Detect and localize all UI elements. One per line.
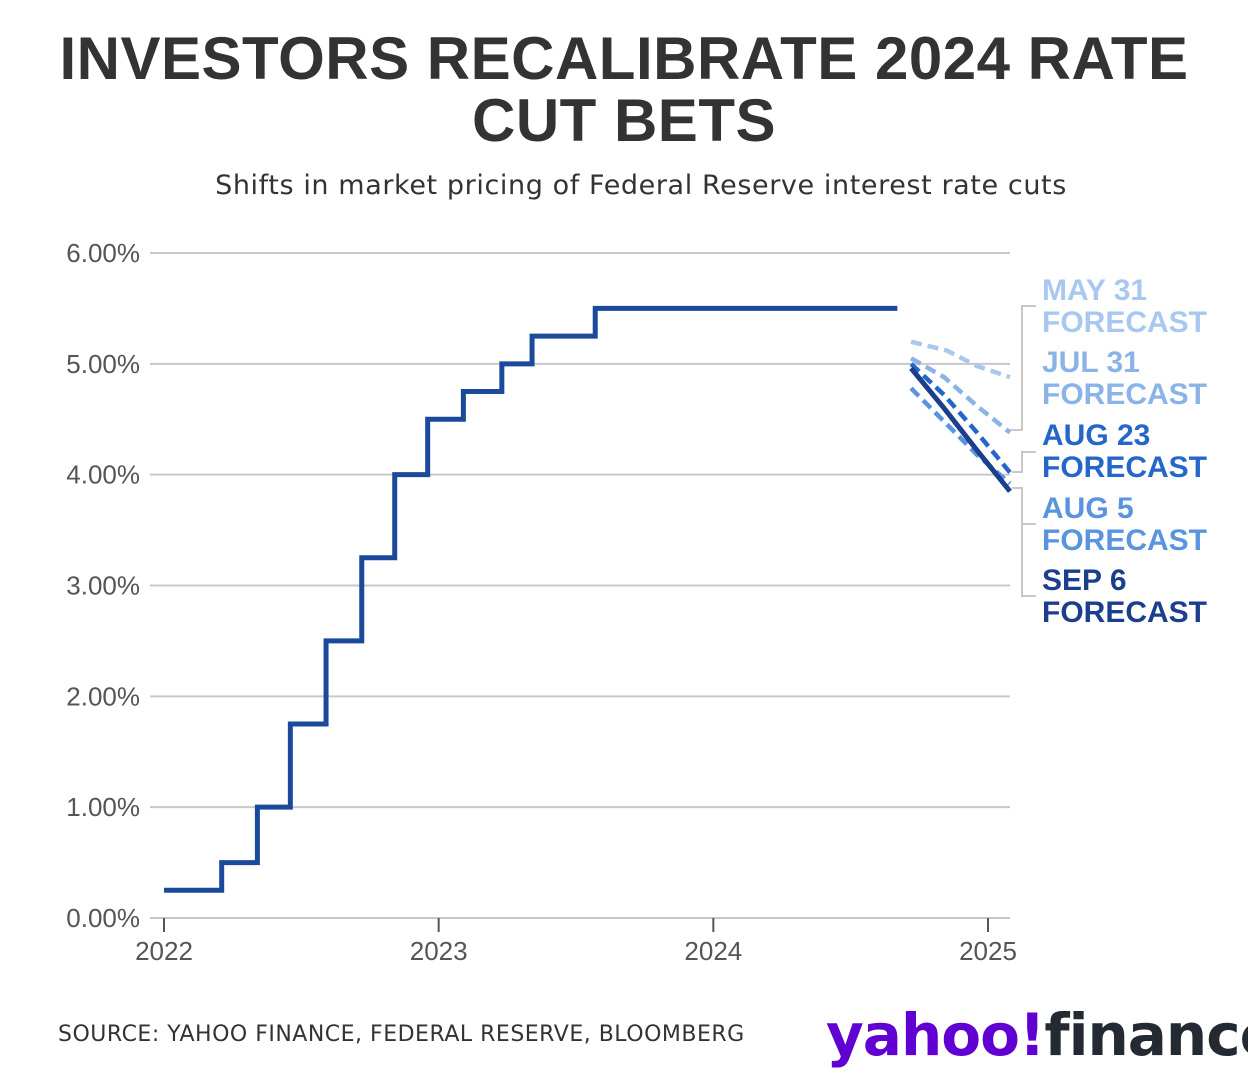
y-tick-label-2: 2.00% — [66, 681, 140, 711]
y-tick-label-1: 1.00% — [66, 792, 140, 822]
x-tick-label-2: 2024 — [684, 936, 742, 966]
legend-connector-upper — [1010, 305, 1036, 431]
x-tick-label-1: 2023 — [410, 936, 468, 966]
logo-yahoo-text: yahoo — [826, 1001, 1020, 1069]
legend-label-aug-23-forecast-2: FORECAST — [1042, 451, 1207, 484]
series-line-may-31-forecast — [910, 339, 1011, 380]
series-line-federal-funds-rate — [164, 305, 898, 893]
y-tick-label-4: 4.00% — [66, 460, 140, 490]
series-line-aug-23-forecast — [909, 362, 1012, 474]
y-tick-label-5: 5.00% — [66, 349, 140, 379]
legend-label-may-31-forecast-2: FORECAST — [1042, 306, 1207, 339]
chart-subtitle: Shifts in market pricing of Federal Rese… — [215, 170, 1067, 201]
yahoo-finance-logo: yahoo!finance — [826, 1000, 1248, 1070]
legend-label-sep-6-forecast-1: SEP 6 — [1042, 564, 1127, 597]
legend-label-aug-23-forecast-1: AUG 23 — [1042, 419, 1150, 452]
grid-lines — [150, 252, 1010, 809]
series-line-aug-5-forecast — [909, 386, 1012, 486]
chart-title: INVESTORS RECALIBRATE 2024 RATE CUT BETS — [0, 28, 1248, 152]
series-line-jul-31-forecast — [909, 356, 1012, 435]
legend-label-jul-31-forecast-1: JUL 31 — [1042, 346, 1140, 379]
rate-chart: 0.00% 1.00% 2.00% 3.00% 4.00% 5.00% 6.00% 2022 2… — [66, 238, 1207, 966]
source-note: SOURCE: YAHOO FINANCE, FEDERAL RESERVE, … — [58, 1022, 745, 1047]
legend-label-may-31-forecast-1: MAY 31 — [1042, 274, 1147, 307]
chart-title-line-2: CUT BETS — [472, 87, 776, 154]
y-tick-label-3: 3.00% — [66, 571, 140, 601]
x-tick-label-0: 2022 — [135, 936, 193, 966]
y-tick-label-0: 0.00% — [66, 903, 140, 933]
legend-label-aug-5-forecast-1: AUG 5 — [1042, 492, 1134, 525]
logo-finance-text: finance — [1044, 1001, 1248, 1069]
legend-connector-lower — [1012, 487, 1036, 597]
y-tick-label-6: 6.00% — [66, 238, 140, 268]
chart-title-line-1: INVESTORS RECALIBRATE 2024 RATE — [59, 25, 1189, 92]
legend-label-aug-5-forecast-2: FORECAST — [1042, 524, 1207, 557]
series-line-sep-6-forecast — [909, 366, 1012, 493]
legend-label-jul-31-forecast-2: FORECAST — [1042, 378, 1207, 411]
series-lines — [164, 305, 1012, 893]
legend-label-sep-6-forecast-2: FORECAST — [1042, 596, 1207, 629]
logo-exclamation-mark: ! — [1018, 1001, 1045, 1069]
x-tick-label-3: 2025 — [959, 936, 1017, 966]
legend-connector-middle — [1012, 451, 1036, 473]
axes: 0.00% 1.00% 2.00% 3.00% 4.00% 5.00% 6.00% 2022 2… — [66, 238, 1017, 966]
